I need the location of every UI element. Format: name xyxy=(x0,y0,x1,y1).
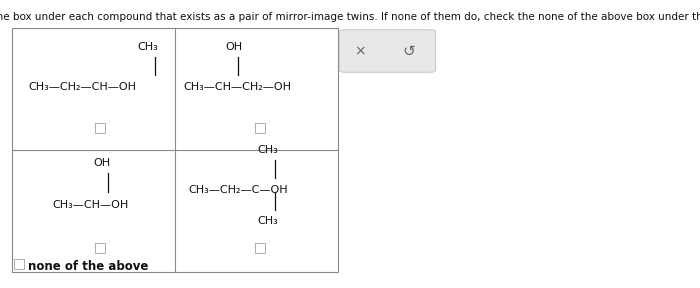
Text: CH₃: CH₃ xyxy=(138,42,158,52)
Bar xyxy=(95,123,105,133)
Bar xyxy=(12,28,338,272)
Text: CH₃—CH₂—CH—OH: CH₃—CH₂—CH—OH xyxy=(28,82,136,92)
Bar xyxy=(95,243,105,253)
Text: CH₃—CH—CH₂—OH: CH₃—CH—CH₂—OH xyxy=(183,82,291,92)
Text: ↺: ↺ xyxy=(402,43,415,58)
Text: none of the above: none of the above xyxy=(28,261,148,274)
FancyBboxPatch shape xyxy=(340,30,435,72)
Bar xyxy=(255,243,265,253)
Text: CH₃: CH₃ xyxy=(258,145,279,155)
Bar xyxy=(255,123,265,133)
Text: OH: OH xyxy=(93,158,111,168)
Text: CH₃—CH₂—C—OH: CH₃—CH₂—C—OH xyxy=(188,185,288,195)
Text: OH: OH xyxy=(225,42,243,52)
Text: CH₃—CH—OH: CH₃—CH—OH xyxy=(52,200,128,210)
Text: CH₃: CH₃ xyxy=(258,216,279,226)
Bar xyxy=(14,259,24,269)
Text: Check the box under each compound that exists as a pair of mirror-image twins. I: Check the box under each compound that e… xyxy=(0,12,700,22)
Text: ×: × xyxy=(354,44,365,58)
